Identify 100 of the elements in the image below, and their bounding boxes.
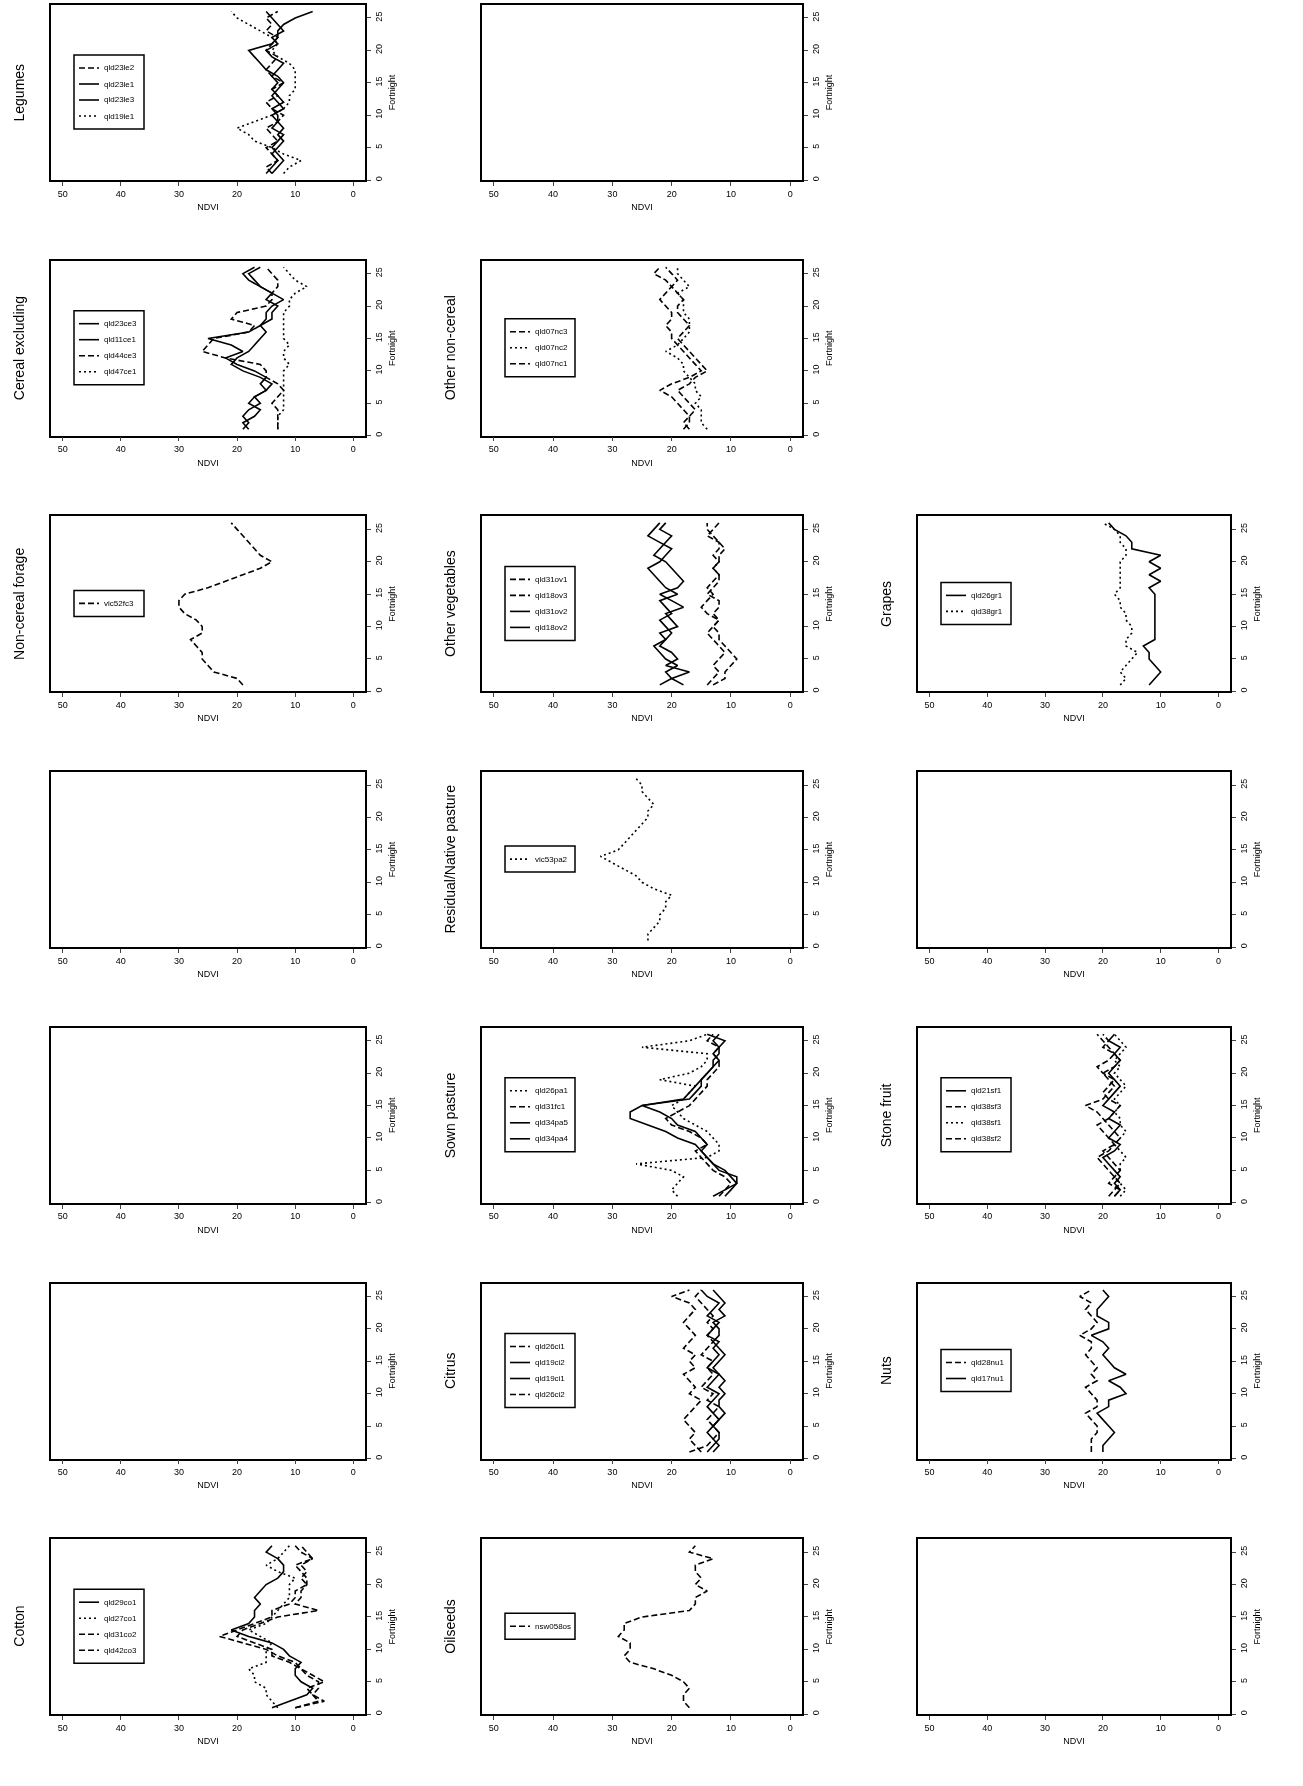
x-tick-label: 50 — [488, 955, 499, 966]
x-axis-title: NDVI — [197, 713, 219, 724]
y-tick-label: 10 — [810, 1387, 821, 1398]
text: Cereal excluding — [10, 295, 27, 401]
y-tick-label: 5 — [810, 655, 821, 661]
legend-label: qld34pa4 — [535, 1134, 569, 1143]
x-tick-label: 20 — [232, 1211, 243, 1222]
y-axis-title: Fortnight — [1251, 1352, 1262, 1389]
x-tick-label: 20 — [666, 444, 677, 455]
y-tick-label: 10 — [810, 364, 821, 375]
x-tick-label: 40 — [982, 1467, 993, 1478]
x-tick-label: 20 — [666, 699, 677, 710]
x-tick-label: 50 — [488, 444, 499, 455]
y-tick-label: 5 — [373, 143, 384, 149]
y-tick-label: 5 — [1238, 1677, 1249, 1683]
legend-label: qld07nc1 — [535, 359, 569, 368]
y-tick-label: 25 — [373, 778, 384, 789]
x-axis-title: NDVI — [197, 1736, 219, 1747]
x-tick-label: 0 — [350, 955, 356, 966]
text: Other non-cereal — [441, 295, 458, 401]
x-tick-label: 30 — [1040, 1722, 1051, 1733]
y-axis-title: Fortnight — [823, 329, 834, 366]
x-tick-label: 20 — [232, 955, 243, 966]
y-axis-title: Fortnight — [823, 1097, 834, 1134]
x-tick-label: 30 — [173, 1722, 184, 1733]
y-tick-label: 5 — [1238, 1166, 1249, 1172]
x-tick-label: 30 — [607, 955, 618, 966]
x-tick-label: 0 — [350, 699, 356, 710]
x-tick-label: 0 — [350, 1211, 356, 1222]
legend-label: qld23le1 — [104, 80, 135, 89]
legend-label: qld26ci1 — [535, 1342, 566, 1351]
x-tick-label: 10 — [290, 955, 301, 966]
text: Cotton — [11, 1605, 28, 1647]
text: Stone fruit — [877, 1083, 894, 1148]
x-axis-title: NDVI — [1063, 1480, 1085, 1491]
x-tick-label: 30 — [607, 1722, 618, 1733]
x-tick-label: 0 — [787, 955, 793, 966]
x-tick-label: 50 — [488, 1211, 499, 1222]
x-axis-title: NDVI — [197, 1224, 219, 1235]
x-tick-label: 30 — [1040, 955, 1051, 966]
y-tick-label: 15 — [810, 1610, 821, 1621]
y-tick-label: 25 — [373, 267, 384, 278]
y-tick-label: 20 — [373, 555, 384, 566]
x-tick-label: 10 — [1155, 955, 1166, 966]
x-tick-label: 0 — [1215, 1211, 1221, 1222]
x-axis-title: NDVI — [197, 201, 219, 212]
x-axis-title: NDVI — [1063, 968, 1085, 979]
legend-label: qld23ce3 — [104, 319, 138, 328]
legend-label: qld07nc2 — [535, 343, 569, 352]
x-tick-label: 20 — [666, 1467, 677, 1478]
legend-label: qld26pa1 — [535, 1086, 569, 1095]
x-tick-label: 20 — [1097, 1467, 1108, 1478]
y-tick-label: 20 — [1238, 1578, 1249, 1589]
x-tick-label: 40 — [548, 1722, 559, 1733]
x-axis-title: NDVI — [197, 457, 219, 468]
x-tick-label: 10 — [1155, 1722, 1166, 1733]
y-tick-label: 0 — [373, 1198, 384, 1204]
x-tick-label: 50 — [924, 699, 935, 710]
x-tick-label: 50 — [488, 1722, 499, 1733]
x-axis-title: NDVI — [1063, 1736, 1085, 1747]
x-tick-label: 40 — [548, 1467, 559, 1478]
x-tick-label: 40 — [115, 1467, 126, 1478]
x-tick-label: 20 — [1097, 1722, 1108, 1733]
y-tick-label: 15 — [810, 76, 821, 87]
x-tick-label: 20 — [232, 1722, 243, 1733]
y-tick-label: 25 — [810, 267, 821, 278]
legend-label: qld23le3 — [104, 95, 135, 104]
text: Other vegetables — [442, 550, 459, 657]
y-tick-label: 5 — [373, 1422, 384, 1428]
legend-label: qld44ce3 — [104, 351, 138, 360]
text: Residual/Native pasture — [442, 784, 459, 934]
y-axis-title: Fortnight — [1251, 1097, 1262, 1134]
legend-label: qld28nu1 — [971, 1358, 1005, 1367]
legend-label: nsw058os — [535, 1622, 572, 1631]
y-axis-title: Fortnight — [823, 1352, 834, 1389]
y-tick-label: 5 — [373, 910, 384, 916]
x-tick-label: 0 — [787, 188, 793, 199]
y-tick-label: 5 — [1238, 1422, 1249, 1428]
x-tick-label: 10 — [725, 955, 736, 966]
y-tick-label: 20 — [373, 811, 384, 822]
y-tick-label: 20 — [373, 1066, 384, 1077]
y-tick-label: 10 — [1238, 1131, 1249, 1142]
y-tick-label: 25 — [373, 1034, 384, 1045]
y-tick-label: 15 — [373, 1354, 384, 1365]
x-tick-label: 50 — [488, 699, 499, 710]
legend-label: qld19le1 — [104, 112, 135, 121]
y-tick-label: 10 — [373, 1387, 384, 1398]
legend-label: qld29co1 — [104, 1598, 138, 1607]
y-tick-label: 0 — [373, 431, 384, 437]
x-tick-label: 0 — [350, 188, 356, 199]
y-axis-title: Fortnight — [386, 74, 397, 111]
x-axis-title: NDVI — [1063, 713, 1085, 724]
legend-label: qld11ce1 — [104, 335, 137, 344]
y-tick-label: 0 — [373, 943, 384, 949]
y-tick-label: 10 — [373, 1643, 384, 1654]
x-tick-label: 30 — [173, 444, 184, 455]
x-tick-label: 10 — [290, 188, 301, 199]
legend-label: qld31ov2 — [535, 607, 569, 616]
y-tick-label: 20 — [1238, 811, 1249, 822]
y-tick-label: 15 — [810, 1099, 821, 1110]
